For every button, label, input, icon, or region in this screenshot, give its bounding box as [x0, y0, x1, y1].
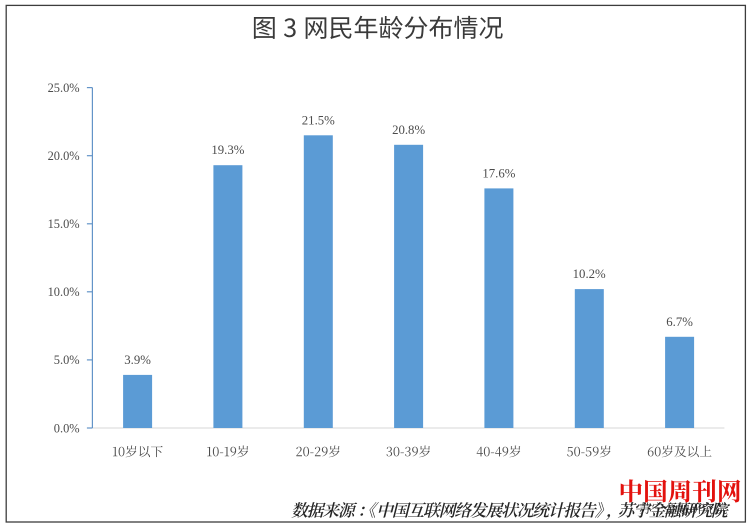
- svg-text:20.8%: 20.8%: [392, 123, 425, 137]
- svg-text:0.0%: 0.0%: [54, 421, 80, 435]
- svg-text:10.0%: 10.0%: [48, 285, 80, 299]
- svg-text:5.0%: 5.0%: [54, 353, 80, 367]
- svg-text:3.9%: 3.9%: [124, 353, 151, 367]
- svg-text:19.3%: 19.3%: [211, 143, 244, 157]
- svg-text:20.0%: 20.0%: [48, 149, 80, 163]
- svg-text:15.0%: 15.0%: [48, 217, 80, 231]
- svg-text:10.2%: 10.2%: [573, 267, 606, 281]
- svg-text:17.6%: 17.6%: [482, 166, 515, 180]
- svg-text:25.0%: 25.0%: [48, 81, 80, 95]
- svg-text:6.7%: 6.7%: [666, 315, 693, 329]
- svg-text:21.5%: 21.5%: [302, 113, 335, 127]
